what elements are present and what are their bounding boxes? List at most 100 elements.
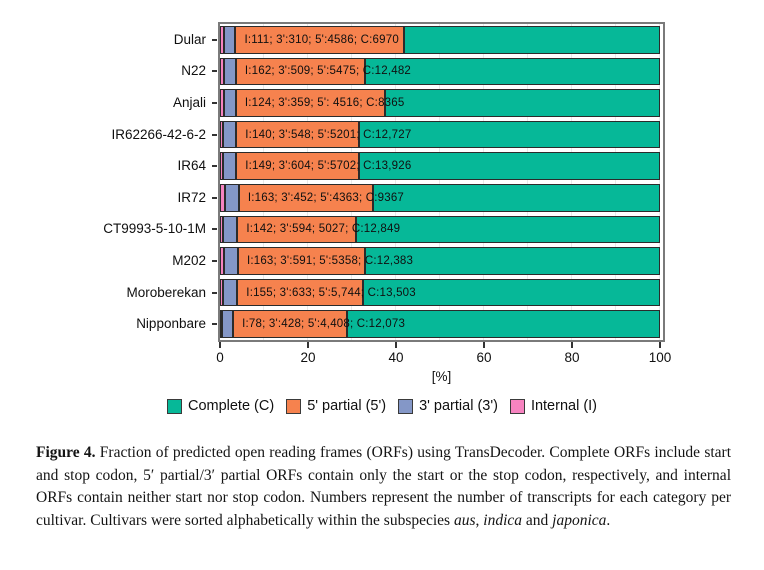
partial3-segment [224, 26, 236, 54]
partial5-segment [238, 183, 373, 212]
partial5-segment [237, 278, 364, 307]
complete-segment [363, 278, 660, 307]
legend-item-internal: Internal (I) [509, 398, 598, 414]
figure-caption-italic-indica: indica [483, 511, 523, 529]
partial5-segment [236, 120, 360, 149]
legend-swatch-internal [509, 398, 525, 414]
cultivar-label: Dular [173, 31, 206, 47]
stacked-bar [220, 26, 660, 54]
stacked-bar [220, 278, 660, 307]
bar-row-ir72: I:163; 3':452; 5':4363; C:9367 [220, 182, 660, 214]
stacked-bar [220, 152, 660, 180]
partial5-segment [233, 310, 348, 338]
figure-caption-separator: and [522, 511, 553, 529]
complete-segment [403, 26, 660, 54]
internal-segment [220, 57, 224, 86]
y-axis-tick [212, 323, 217, 326]
bar-value-label: I:140; 3':548; 5':5201; C:12,727 [245, 128, 412, 141]
internal-segment [220, 152, 224, 180]
internal-segment [220, 278, 224, 307]
legend-label: Complete (C) [187, 398, 275, 414]
stacked-bar [220, 57, 660, 86]
internal-segment [220, 89, 225, 117]
partial5-segment [235, 89, 385, 117]
cultivar-label: CT9993-5-10-1M [103, 221, 206, 237]
chart-legend: Complete (C) 5' partial (5') 3' partial (3… [0, 398, 764, 414]
partial5-segment [235, 57, 366, 86]
x-axis-tick-label: 20 [300, 350, 316, 365]
legend-swatch-partial3 [398, 398, 414, 414]
cultivar-label: IR72 [177, 189, 206, 205]
x-axis-tick [395, 342, 397, 348]
partial5-segment [237, 215, 357, 244]
legend-item-partial5: 5' partial (5') [286, 398, 386, 414]
bar-value-label: I:163; 3':452; 5':4363; C:9367 [247, 191, 405, 204]
partial3-segment [222, 310, 234, 338]
x-axis-tick [219, 342, 221, 348]
internal-segment [220, 183, 225, 212]
internal-segment [220, 310, 223, 338]
y-axis-tick [212, 133, 217, 136]
x-axis-tick [483, 342, 485, 348]
bar-row-dular: I:111; 3':310; 5':4586; C:6970 [220, 24, 660, 56]
stacked-bar [220, 310, 660, 338]
complete-segment [384, 89, 660, 117]
figure-caption: Figure 4. Fraction of predicted open rea… [36, 442, 731, 532]
bar-row-ct9993-5-10-1m: I:142; 3':594; 5027; C:12,849 [220, 214, 660, 246]
partial3-segment [224, 89, 236, 117]
partial3-segment [223, 278, 238, 307]
cultivar-label: M202 [172, 253, 206, 268]
x-axis-tick-label: 60 [476, 350, 492, 365]
bar-row-anjali: I:124; 3':359; 5': 4516; C:8365 [220, 87, 660, 119]
complete-segment [347, 310, 660, 338]
x-axis-tick-label: 0 [216, 350, 224, 365]
y-axis-tick [212, 291, 217, 294]
internal-segment [220, 247, 224, 275]
complete-segment [365, 247, 660, 275]
bar-row-n22: I:162; 3':509; 5':5475; C:12,482 [220, 56, 660, 88]
y-axis-tick [212, 38, 217, 41]
partial3-segment [223, 120, 237, 149]
stacked-bar [220, 247, 660, 275]
bar-value-label: I:111; 3':310; 5':4586; C:6970 [244, 33, 399, 46]
stacked-bar [220, 89, 660, 117]
bar-row-nipponbare: I:78; 3':428; 5':4,408; C:12,073 [220, 308, 660, 340]
partial3-segment [224, 183, 239, 212]
figure-caption-italic-aus: aus [453, 511, 476, 529]
cultivar-label: Moroberekan [126, 284, 206, 300]
y-axis-tick [212, 260, 217, 262]
bar-value-label: I:142; 3':594; 5027; C:12,849 [246, 223, 401, 236]
cultivar-label: Anjali [172, 95, 206, 110]
complete-segment [356, 215, 660, 244]
bar-value-label: I:155; 3':633; 5':5,744; C:13,503 [246, 286, 416, 299]
legend-label: Internal (I) [530, 398, 598, 414]
partial5-segment [235, 26, 404, 54]
cultivar-label: Nipponbare [136, 316, 206, 332]
internal-segment [220, 215, 224, 244]
figure-caption-separator: , [475, 511, 484, 529]
x-axis-tick-label: 40 [388, 350, 404, 365]
bar-value-label: I:124; 3':359; 5': 4516; C:8365 [244, 96, 405, 109]
bar-value-label: I:149; 3':604; 5':5702; C:13,926 [245, 160, 412, 173]
cultivar-label: IR64 [177, 158, 206, 174]
figure-caption-end: . [606, 511, 611, 529]
y-axis-tick [212, 165, 217, 168]
x-axis-tick [307, 342, 309, 348]
partial5-segment [237, 247, 366, 275]
partial3-segment [223, 215, 238, 244]
legend-item-complete: Complete (C) [166, 398, 275, 414]
legend-item-partial3: 3' partial (3') [398, 398, 498, 414]
orf-fraction-stacked-bar-chart: I:111; 3':310; 5':4586; C:6970 I:162; 3':… [0, 22, 764, 414]
plot-panel: I:111; 3':310; 5':4586; C:6970 I:162; 3':… [218, 22, 665, 342]
x-axis-tick-label: 100 [648, 350, 672, 365]
y-axis-tick [212, 228, 217, 231]
y-axis-tick [212, 196, 217, 199]
complete-segment [372, 183, 660, 212]
y-axis-tick [212, 102, 217, 104]
stacked-bar [220, 183, 660, 212]
bar-row-ir64: I:149; 3':604; 5':5702; C:13,926 [220, 150, 660, 182]
partial3-segment [223, 57, 236, 86]
figure-caption-label: Figure 4. [36, 444, 96, 461]
internal-segment [220, 26, 225, 54]
partial5-segment [236, 152, 360, 180]
